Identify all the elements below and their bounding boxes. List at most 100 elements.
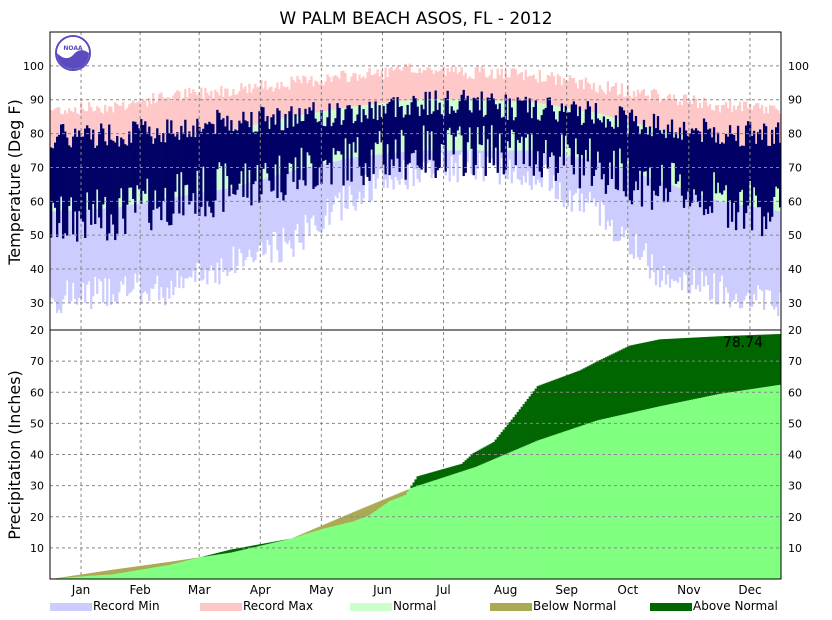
- below-normal-bar: [120, 568, 123, 573]
- normal-precip-bar: [248, 548, 251, 579]
- record-max-bar: [312, 86, 315, 114]
- record-min-bar: [218, 189, 221, 285]
- normal-precip-bar: [614, 416, 618, 579]
- record-max-bar: [722, 104, 726, 145]
- record-min-bar: [648, 177, 652, 279]
- observed-bar: [574, 104, 578, 139]
- legend: Record Min Record Max Normal Below Normal Ab…: [50, 599, 778, 613]
- above-normal-bar: [664, 339, 668, 406]
- record-min-bar: [638, 174, 642, 260]
- record-max-bar: [438, 70, 441, 100]
- normal-precip-bar: [506, 453, 509, 579]
- above-normal-bar: [248, 546, 251, 549]
- record-min-bar: [430, 150, 433, 179]
- normal-precip-bar: [578, 426, 582, 579]
- observed-bar: [192, 125, 195, 194]
- record-min-bar: [724, 202, 728, 288]
- record-min-bar: [602, 162, 606, 205]
- observed-bar: [362, 109, 365, 186]
- observed-bar: [164, 142, 167, 188]
- record-max-bar: [318, 84, 321, 113]
- observed-bar: [374, 101, 377, 143]
- normal-precip-bar: [292, 537, 295, 579]
- above-normal-bar: [640, 343, 644, 411]
- record-min-bar: [482, 150, 485, 182]
- below-normal-bar: [170, 561, 173, 565]
- record-max-bar: [700, 108, 704, 140]
- normal-precip-bar: [76, 576, 79, 579]
- below-normal-bar: [112, 569, 115, 575]
- below-normal-bar: [176, 560, 179, 563]
- normal-precip-bar: [374, 510, 377, 579]
- normal-precip-bar: [382, 505, 385, 579]
- normal-precip-bar: [500, 455, 503, 579]
- record-max-bar: [512, 68, 515, 102]
- record-min-bar: [262, 178, 265, 256]
- above-normal-bar: [680, 338, 684, 402]
- observed-bar: [120, 137, 123, 189]
- normal-precip-bar: [572, 428, 576, 579]
- record-max-bar: [104, 104, 107, 148]
- observed-bar: [476, 97, 479, 128]
- normal-precip-bar: [370, 513, 373, 579]
- above-normal-bar: [714, 336, 718, 395]
- below-normal-bar: [156, 563, 159, 567]
- record-min-bar: [352, 157, 355, 207]
- above-normal-bar: [212, 553, 215, 556]
- above-normal-bar: [454, 465, 457, 474]
- observed-bar: [444, 97, 447, 172]
- below-normal-bar: [150, 564, 153, 568]
- record-max-bar: [760, 105, 764, 149]
- above-normal-bar: [612, 353, 616, 417]
- below-normal-bar: [194, 557, 197, 559]
- record-max-bar: [288, 89, 291, 118]
- record-min-bar: [310, 166, 313, 219]
- record-min-bar: [446, 150, 449, 168]
- observed-bar: [284, 113, 287, 195]
- record-min-bar: [498, 150, 501, 185]
- record-min-bar: [132, 204, 135, 290]
- observed-bar: [642, 119, 646, 172]
- above-normal-bar: [424, 474, 427, 484]
- below-normal-bar: [180, 560, 183, 562]
- precipitation-tick-label-right: 20: [788, 324, 802, 337]
- below-normal-bar: [306, 531, 309, 534]
- record-min-bar: [228, 188, 231, 272]
- observed-bar: [456, 109, 459, 131]
- record-min-bar: [208, 191, 211, 272]
- normal-precip-bar: [232, 552, 235, 579]
- record-min-bar: [666, 183, 670, 275]
- record-min-bar: [50, 211, 53, 298]
- above-normal-bar: [766, 334, 770, 387]
- record-max-bar: [66, 113, 69, 150]
- record-max-bar: [614, 82, 618, 119]
- record-max-bar: [386, 77, 389, 103]
- observed-bar: [478, 110, 481, 145]
- record-max-bar: [388, 68, 391, 103]
- above-normal-bar: [486, 445, 489, 462]
- observed-bar: [100, 123, 103, 229]
- observed-bar: [298, 108, 301, 180]
- observed-bar: [736, 125, 740, 213]
- normal-precip-bar: [278, 541, 281, 579]
- record-max-bar: [368, 67, 371, 105]
- above-normal-bar: [512, 417, 515, 451]
- record-max-bar: [126, 108, 129, 146]
- record-max-bar: [174, 92, 177, 140]
- observed-bar: [378, 105, 381, 132]
- normal-precip-bar: [360, 518, 363, 579]
- record-min-bar: [598, 161, 602, 226]
- record-min-bar: [130, 204, 133, 293]
- observed-bar: [646, 134, 650, 186]
- record-min-bar: [174, 196, 177, 288]
- record-max-bar: [376, 69, 379, 104]
- record-min-bar: [652, 179, 656, 273]
- normal-precip-bar: [390, 500, 393, 579]
- record-max-bar: [150, 103, 153, 143]
- above-normal-bar: [268, 542, 271, 544]
- above-normal-bar: [634, 344, 638, 412]
- observed-bar: [344, 109, 347, 139]
- normal-precip-bar: [688, 400, 692, 579]
- record-min-bar: [452, 150, 455, 176]
- record-min-bar: [374, 154, 377, 189]
